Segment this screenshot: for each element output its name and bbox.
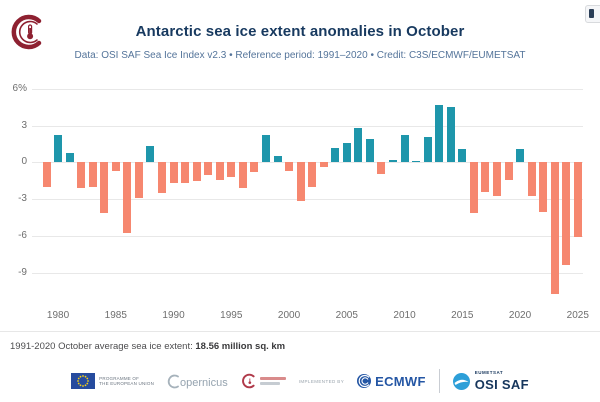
ecmwf-label: ECMWF [375,373,426,389]
bar-2010[interactable] [400,135,409,163]
bar-2024[interactable] [562,162,571,265]
copernicus-logo: opernicus [167,374,228,389]
bar-2006[interactable] [354,128,363,163]
x-tick-1990: 1990 [162,310,185,321]
y-tick--6: -6 [18,230,27,242]
bar-1979[interactable] [42,162,51,188]
eumetsat-label: EUMETSAT [474,370,504,376]
bar-2025[interactable] [573,162,582,238]
x-tick-2015: 2015 [451,310,474,321]
caption-prefix: 1991-2020 October average sea ice extent… [10,341,196,352]
c3s-small-icon [241,373,255,389]
bar-2015[interactable] [458,148,467,163]
bar-1998[interactable] [261,135,270,163]
bar-2017[interactable] [481,162,490,192]
bar-1990[interactable] [169,162,178,184]
gridline--6 [32,236,583,238]
x-tick-1985: 1985 [104,310,127,321]
x-tick-1995: 1995 [220,310,243,321]
gridline-6% [32,88,583,90]
bar-1982[interactable] [77,162,86,189]
osisaf-globe-icon [452,372,470,390]
bar-1987[interactable] [134,162,143,199]
x-tick-2020: 2020 [508,310,532,321]
c3s-thermometer-logo-icon [9,13,47,51]
bar-2005[interactable] [342,142,351,163]
eu-programme-logo: PROGRAMME OF THE EUROPEAN UNION [71,373,154,389]
x-tick-2005: 2005 [335,310,358,321]
bar-2013[interactable] [435,104,444,163]
bar-2003[interactable] [319,162,328,168]
bar-2020[interactable] [516,148,525,163]
gridline--3 [32,199,583,201]
footer-divider [0,331,600,332]
osisaf-label: OSI SAF [474,376,529,392]
logo-divider [438,369,440,393]
bar-2012[interactable] [423,136,432,163]
bar-2023[interactable] [550,162,559,294]
chart-plot-area [32,85,583,310]
chart-subtitle: Data: OSI SAF Sea Ice Index v2.3 • Refer… [74,50,526,61]
implemented-by-label: IMPLEMENTED BY [298,378,345,384]
y-tick-3: 3 [21,119,27,131]
bar-2001[interactable] [296,162,305,201]
x-tick-2010: 2010 [393,310,416,321]
bar-1984[interactable] [100,162,109,213]
bar-2008[interactable] [377,162,386,174]
bar-2018[interactable] [492,162,501,196]
page-title: Antarctic sea ice extent anomalies in Oc… [135,23,465,40]
average-extent-caption: 1991-2020 October average sea ice extent… [10,341,285,352]
bar-2021[interactable] [527,162,536,196]
bar-2000[interactable] [285,162,294,172]
y-tick-0: 0 [21,156,27,168]
bar-1992[interactable] [192,162,201,181]
bar-2016[interactable] [469,162,478,213]
y-tick--9: -9 [18,267,27,279]
bar-1991[interactable] [181,162,190,184]
logo-row: PROGRAMME OF THE EUROPEAN UNION opernicu… [0,364,600,398]
bar-1996[interactable] [238,162,247,189]
modebar-icon [589,9,594,18]
gridline--9 [32,273,583,275]
bar-1989[interactable] [158,162,166,194]
x-tick-2000: 2000 [277,310,301,321]
eu-flag-icon [71,373,96,389]
bar-1995[interactable] [227,162,236,178]
bar-2002[interactable] [308,162,317,188]
ecmwf-icon [357,374,372,388]
modebar-button[interactable] [585,5,600,23]
bar-1999[interactable] [273,156,282,163]
bar-1993[interactable] [204,162,213,175]
eu-programme-label: PROGRAMME OF THE EUROPEAN UNION [99,375,155,387]
caption-value: 18.56 million sq. km [195,341,286,352]
bar-1985[interactable] [111,162,120,172]
ecmwf-logo: ECMWF [357,374,426,389]
bar-2019[interactable] [504,162,513,180]
bar-1994[interactable] [215,162,224,180]
bar-2014[interactable] [446,107,455,163]
bar-1986[interactable] [123,162,132,233]
bar-1981[interactable] [65,152,74,163]
gridline-3 [32,125,583,127]
copernicus-label: opernicus [180,376,228,389]
gridline-0 [32,162,583,164]
c3s-small-text [259,377,286,385]
x-tick-2025: 2025 [566,310,589,321]
bar-1988[interactable] [146,146,155,163]
x-tick-1980: 1980 [46,310,70,321]
bar-2004[interactable] [331,147,340,163]
copernicus-c-icon [167,374,179,388]
bar-1983[interactable] [88,162,97,188]
bar-2007[interactable] [365,139,374,163]
bar-1997[interactable] [250,162,259,173]
osisaf-logo: EUMETSAT OSI SAF [452,370,529,392]
y-tick--3: -3 [18,193,27,205]
bar-1980[interactable] [54,135,63,163]
bar-2022[interactable] [539,162,548,212]
bar-2011[interactable] [412,161,421,163]
y-tick-6%: 6% [12,82,27,94]
bar-2009[interactable] [389,160,397,163]
c3s-small-logo [241,373,286,389]
